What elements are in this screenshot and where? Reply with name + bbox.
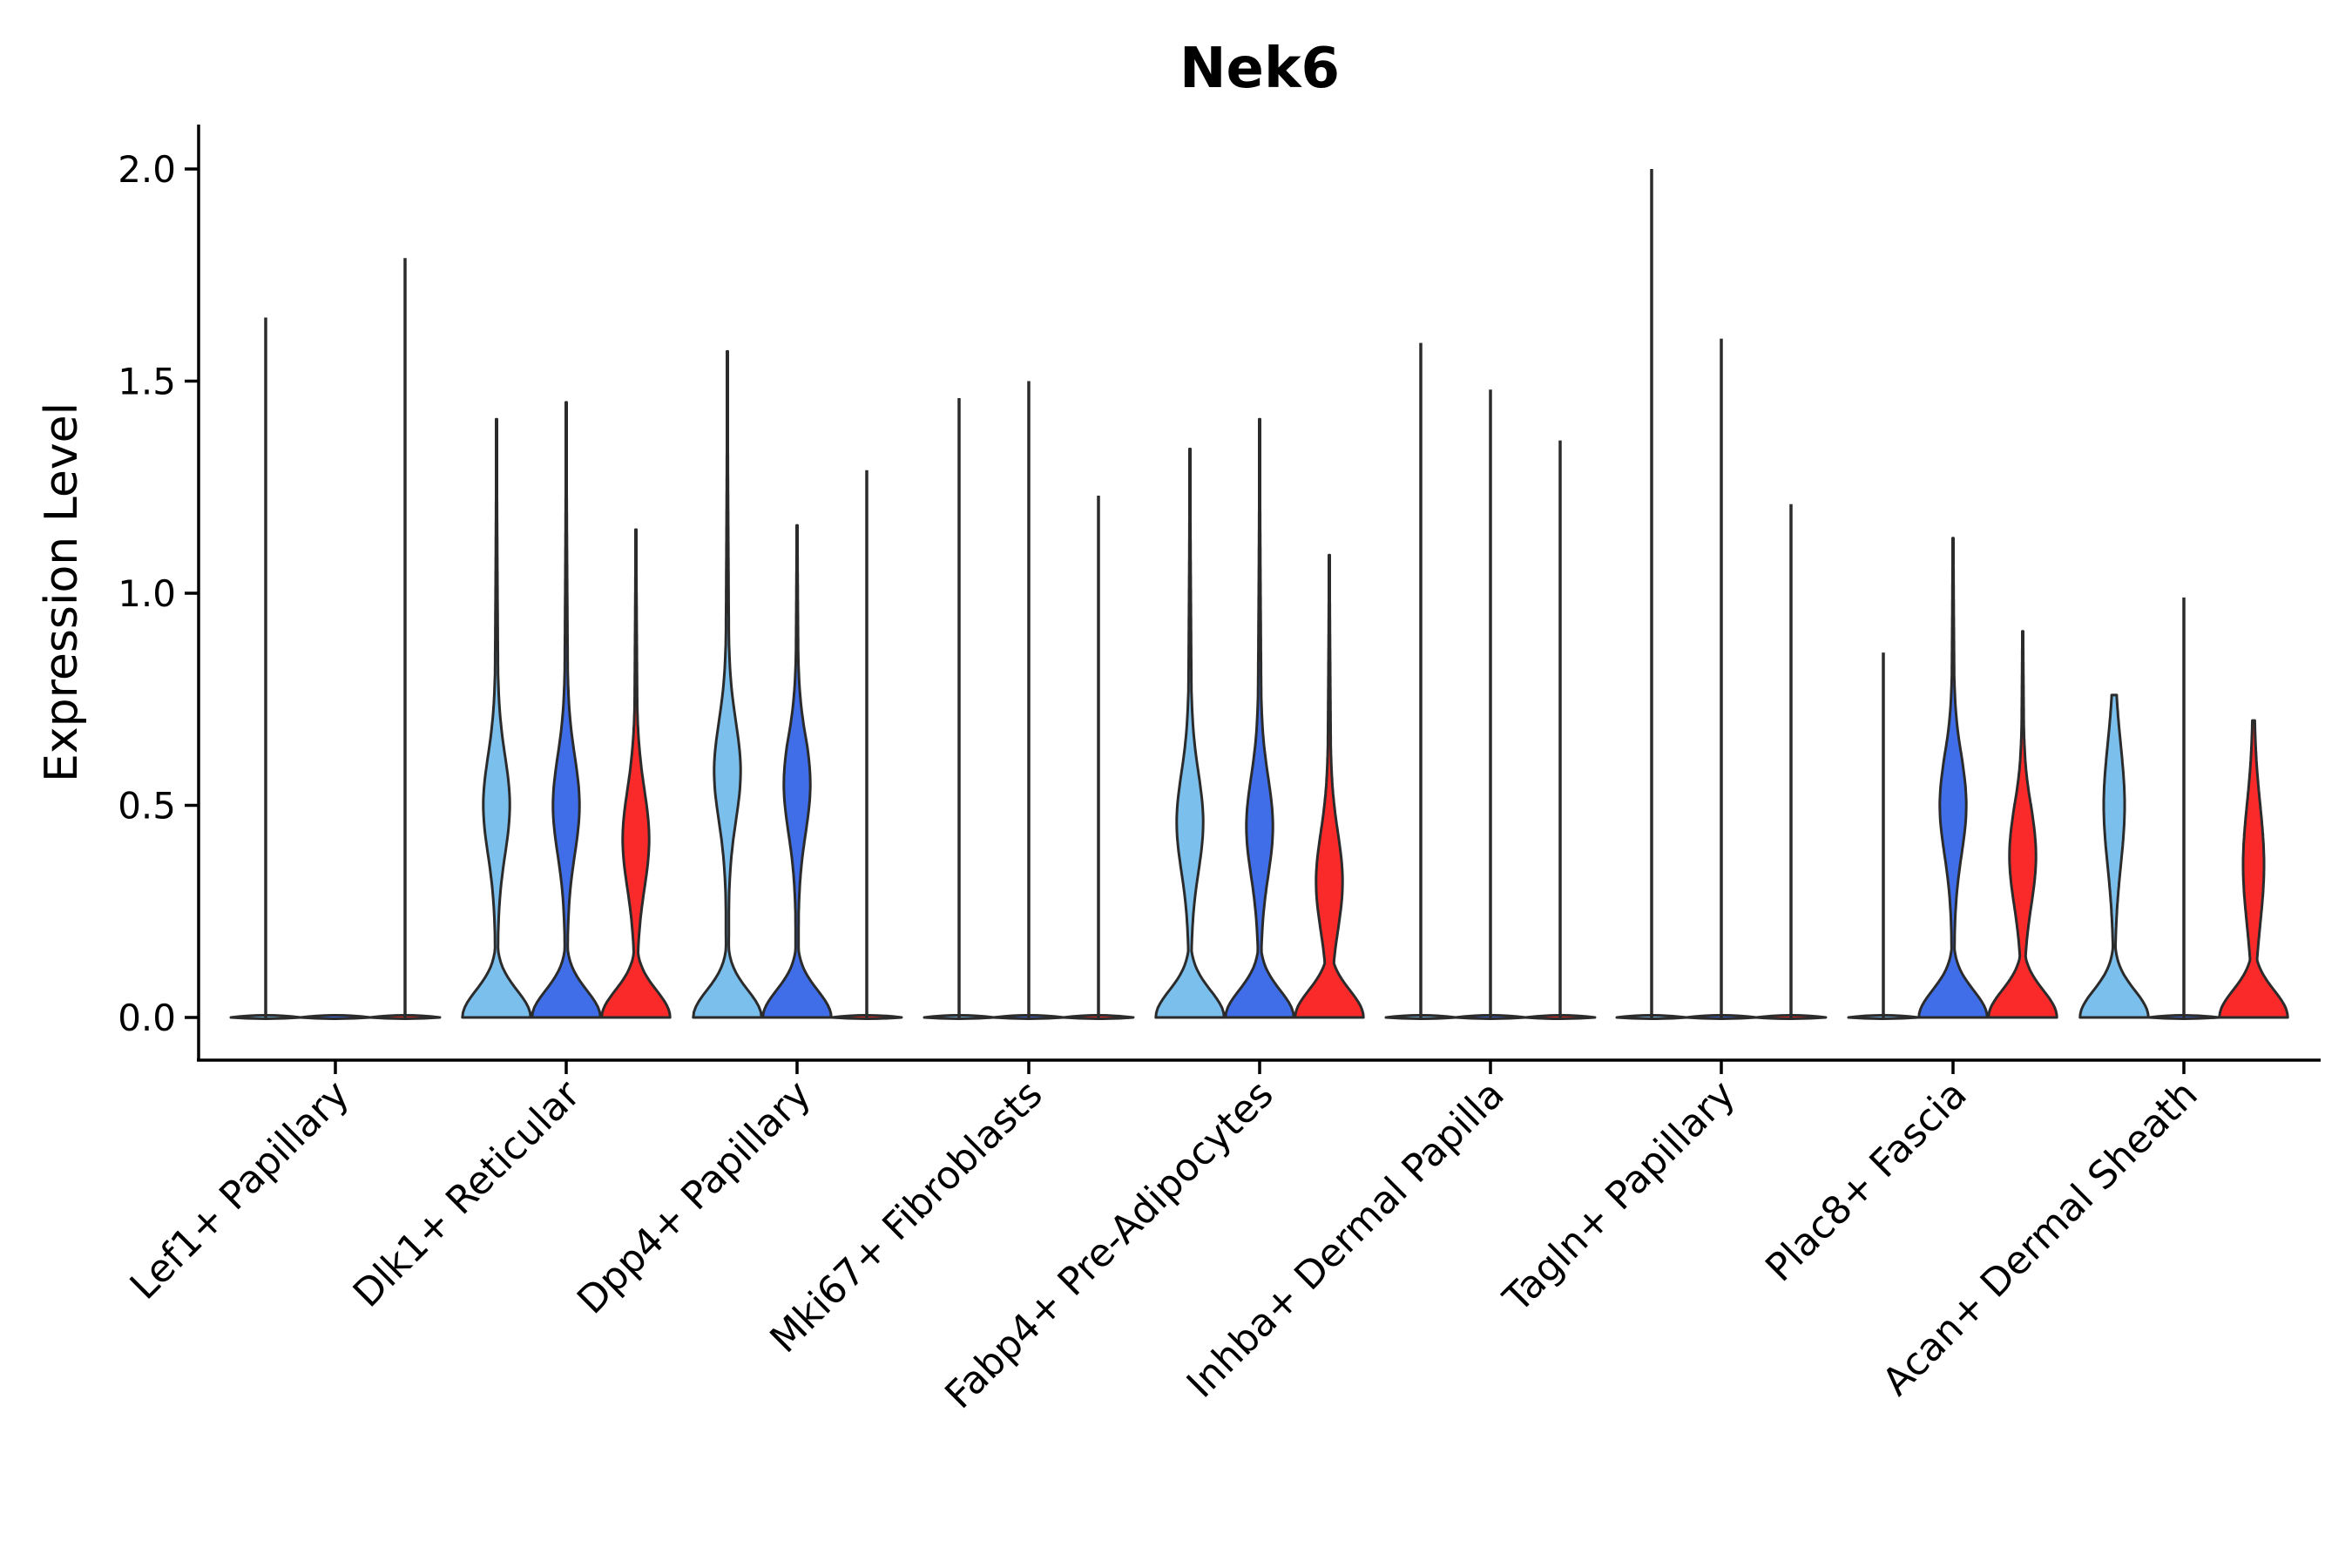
y-tick-label: 1.0: [118, 572, 176, 615]
violin-body: [1154, 447, 1226, 1019]
violin: [2218, 719, 2289, 1019]
violin-body: [600, 528, 672, 1019]
y-axis-label: Expression Level: [36, 402, 88, 782]
violin: [1294, 553, 1365, 1019]
violin: [1987, 630, 2058, 1019]
violin: [1062, 495, 1135, 1020]
violin-body: [692, 349, 763, 1019]
y-tick-label: 2.0: [118, 148, 176, 191]
violins-layer: [229, 169, 2289, 1020]
violin: [1615, 169, 1688, 1020]
violin: [1524, 440, 1597, 1020]
violin: [992, 381, 1065, 1020]
violin: [1917, 537, 1989, 1019]
violin-body: [531, 401, 602, 1019]
violin: [299, 1014, 372, 1020]
y-tick-label: 1.5: [118, 361, 176, 403]
y-tick-label: 0.0: [118, 997, 176, 1039]
violin: [461, 417, 532, 1019]
violin: [1685, 338, 1758, 1020]
violin: [1384, 342, 1457, 1020]
violin-body: [461, 417, 532, 1019]
violin-body: [1224, 417, 1295, 1019]
violin: [1454, 389, 1527, 1020]
violin: [923, 397, 996, 1020]
violin: [1754, 504, 1828, 1020]
violin: [761, 524, 833, 1019]
chart-title: Nek6: [1179, 37, 1340, 101]
violin: [1847, 652, 1920, 1020]
violin: [2078, 693, 2150, 1019]
violin: [692, 349, 763, 1019]
violin: [1154, 447, 1226, 1019]
violin: [600, 528, 672, 1019]
violin: [830, 470, 903, 1020]
x-tick-label: Plac8+ Fascia: [1757, 1072, 1976, 1291]
x-tick-label: Tagln+ Papillary: [1495, 1072, 1744, 1321]
y-tick-label: 0.5: [118, 785, 176, 828]
x-tick-label: Dpp4+ Papillary: [569, 1072, 820, 1323]
violin-body: [1987, 630, 2058, 1019]
violin: [368, 258, 442, 1020]
violin-body: [1917, 537, 1989, 1019]
violin-body: [761, 524, 833, 1019]
violin-body: [2218, 719, 2289, 1019]
violin-body: [1294, 553, 1365, 1019]
violin: [1224, 417, 1295, 1019]
violin: [229, 317, 302, 1020]
violin-body: [2078, 693, 2150, 1019]
violin-base: [299, 1014, 372, 1020]
violin: [531, 401, 602, 1019]
x-tick-label: Dlk1+ Reticular: [345, 1071, 590, 1316]
y-ticks: 0.0 0.5 1.0 1.5 2.0: [118, 148, 199, 1039]
x-tick-label: Lef1+ Papillary: [122, 1072, 358, 1308]
violin: [2147, 597, 2220, 1020]
